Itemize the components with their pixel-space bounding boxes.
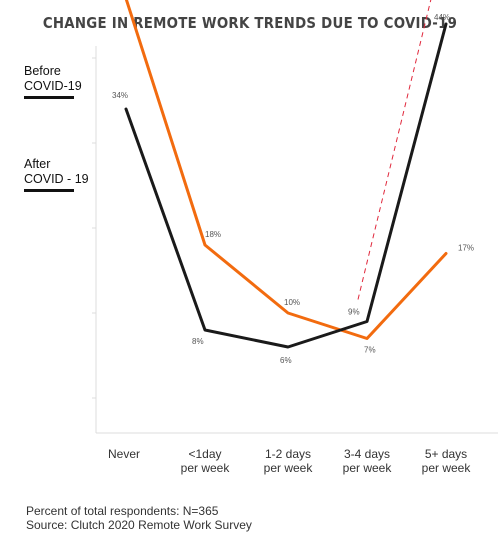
series-line-after bbox=[124, 22, 448, 349]
data-label-after: 6% bbox=[280, 356, 292, 365]
data-label-after: 44% bbox=[434, 13, 450, 22]
x-tick-label: 1-2 days bbox=[265, 447, 311, 461]
data-label-after: 9% bbox=[348, 308, 360, 317]
legend-label-line2: COVID-19 bbox=[24, 79, 82, 93]
legend-label-line1: Before bbox=[24, 64, 61, 78]
legend-label-line1: After bbox=[24, 157, 51, 171]
legend-entry-after: After COVID - 19 bbox=[24, 157, 89, 192]
legend-swatch-after bbox=[24, 189, 74, 192]
data-label-before: 10% bbox=[284, 298, 300, 307]
data-label-after: 34% bbox=[112, 91, 128, 100]
legend-entry-before: Before COVID-19 bbox=[24, 64, 82, 99]
footer-note: Percent of total respondents: N=365 bbox=[26, 504, 219, 518]
x-tick-label: 5+ days bbox=[425, 447, 467, 461]
x-tick-label: per week bbox=[181, 461, 231, 475]
footer-source: Source: Clutch 2020 Remote Work Survey bbox=[26, 518, 252, 532]
line-chart: 47%18%10%7%17%34%8%6%9%44%Never<1dayper … bbox=[92, 0, 498, 475]
legend-swatch-before bbox=[24, 96, 74, 99]
x-tick-label: Never bbox=[108, 447, 140, 461]
data-label-after: 8% bbox=[192, 337, 204, 346]
data-label-before: 17% bbox=[458, 244, 474, 253]
data-label-before: 7% bbox=[364, 346, 376, 355]
x-tick-label: per week bbox=[422, 461, 472, 475]
series-line-before bbox=[124, 0, 448, 340]
x-tick-label: per week bbox=[343, 461, 393, 475]
data-label-before: 18% bbox=[205, 230, 221, 239]
trend-line-dashed bbox=[357, 0, 432, 300]
x-tick-label: per week bbox=[264, 461, 314, 475]
chart-title: CHANGE IN REMOTE WORK TRENDS DUE TO COVI… bbox=[42, 14, 458, 32]
legend-label-line2: COVID - 19 bbox=[24, 172, 89, 186]
x-tick-label: 3-4 days bbox=[344, 447, 390, 461]
x-tick-label: <1day bbox=[188, 447, 221, 461]
